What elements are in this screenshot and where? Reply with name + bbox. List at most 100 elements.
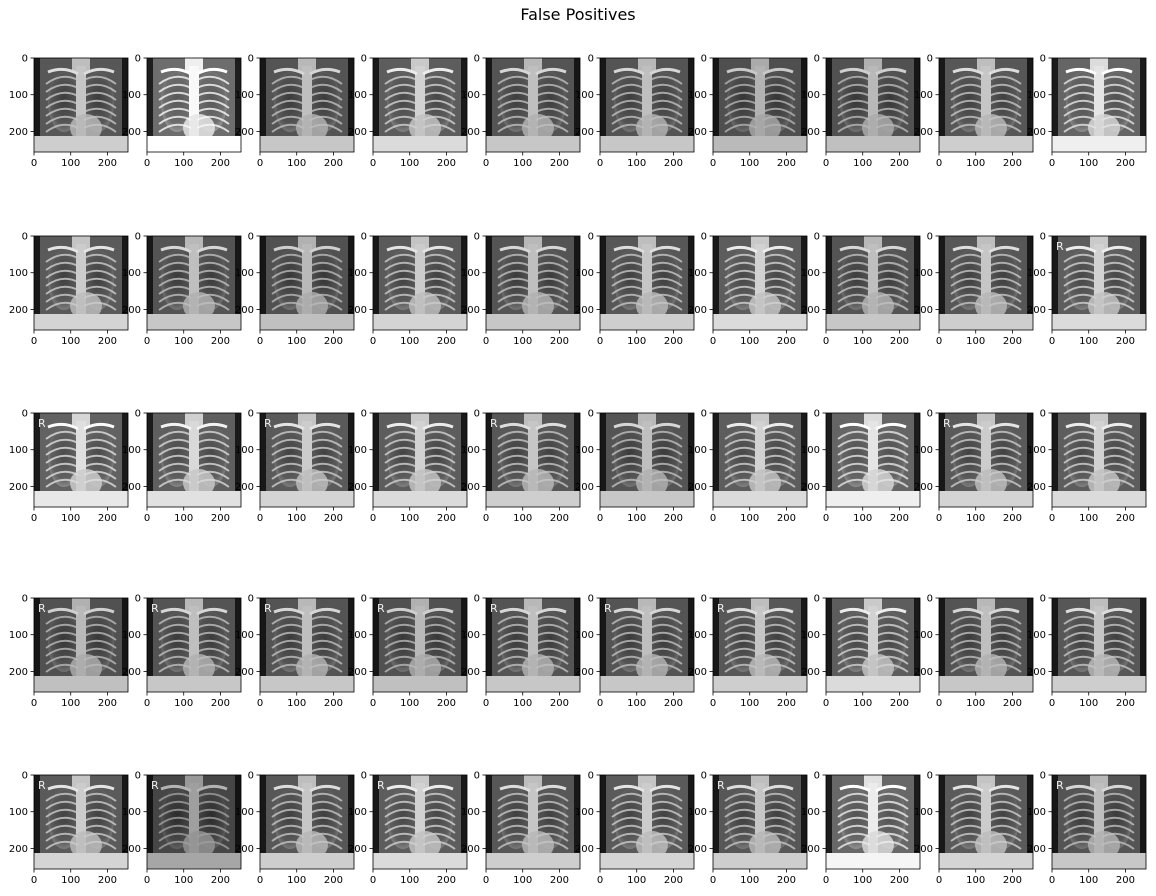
y-tick-label: 200 bbox=[575, 305, 594, 316]
y-tick-label: 0 bbox=[927, 232, 933, 243]
y-tick-label: 100 bbox=[348, 90, 367, 101]
axes-frame bbox=[259, 597, 355, 693]
x-tick-label: 0 bbox=[370, 158, 376, 169]
x-tick-label: 0 bbox=[936, 875, 942, 886]
y-tick-label: 0 bbox=[22, 232, 28, 243]
xray-image bbox=[713, 236, 807, 330]
x-tick-label: 200 bbox=[1003, 698, 1022, 709]
x-tick-label: 200 bbox=[550, 875, 569, 886]
x-tick-label: 0 bbox=[936, 513, 942, 524]
y-tick-label: 0 bbox=[588, 771, 594, 782]
x-tick-label: 0 bbox=[31, 158, 37, 169]
x-tick-label: 200 bbox=[777, 875, 796, 886]
x-tick-label: 200 bbox=[1003, 875, 1022, 886]
x-tick-label: 0 bbox=[144, 875, 150, 886]
x-tick-label: 0 bbox=[1049, 875, 1055, 886]
y-tick-label: 0 bbox=[814, 232, 820, 243]
x-tick-label: 200 bbox=[324, 698, 343, 709]
x-tick-label: 200 bbox=[437, 698, 456, 709]
axes-frame bbox=[599, 57, 695, 153]
xray-marker-label: R bbox=[490, 602, 498, 615]
x-tick-label: 200 bbox=[1116, 875, 1135, 886]
y-tick-label: 200 bbox=[9, 305, 28, 316]
x-tick-label: 200 bbox=[1116, 158, 1135, 169]
xray-image bbox=[826, 413, 920, 507]
x-tick-label: 0 bbox=[257, 158, 263, 169]
x-tick-label: 200 bbox=[777, 158, 796, 169]
x-tick-label: 200 bbox=[98, 698, 117, 709]
x-tick-label: 100 bbox=[174, 698, 193, 709]
xray-subplot: 0 100 200 0 100 200 bbox=[461, 232, 581, 347]
x-tick-label: 200 bbox=[1116, 336, 1135, 347]
axes-frame bbox=[259, 57, 355, 153]
y-tick-label: 200 bbox=[9, 844, 28, 855]
xray-subplot: 0 100 200 0 100 200 bbox=[801, 409, 921, 524]
x-tick-label: 0 bbox=[31, 698, 37, 709]
x-tick-label: 200 bbox=[437, 158, 456, 169]
x-tick-label: 100 bbox=[61, 336, 80, 347]
x-tick-label: 100 bbox=[853, 513, 872, 524]
axes-frame bbox=[712, 412, 808, 508]
x-tick-label: 200 bbox=[664, 698, 683, 709]
y-tick-label: 200 bbox=[801, 127, 820, 138]
axes-frame bbox=[712, 597, 808, 693]
x-tick-label: 0 bbox=[597, 158, 603, 169]
y-tick-label: 100 bbox=[461, 807, 480, 818]
y-tick-label: 0 bbox=[701, 232, 707, 243]
x-tick-label: 0 bbox=[370, 513, 376, 524]
y-tick-label: 200 bbox=[575, 482, 594, 493]
axes-frame bbox=[259, 412, 355, 508]
y-tick-label: 200 bbox=[688, 305, 707, 316]
xray-image bbox=[826, 236, 920, 330]
x-tick-label: 100 bbox=[287, 698, 306, 709]
x-tick-label: 200 bbox=[98, 513, 117, 524]
x-tick-label: 0 bbox=[144, 336, 150, 347]
y-tick-label: 200 bbox=[914, 482, 933, 493]
axes-frame bbox=[372, 57, 468, 153]
y-tick-label: 0 bbox=[588, 594, 594, 605]
y-tick-label: 100 bbox=[348, 445, 367, 456]
xray-marker-label: R bbox=[490, 417, 498, 430]
axes-frame bbox=[938, 235, 1034, 331]
x-tick-label: 100 bbox=[400, 698, 419, 709]
y-tick-label: 100 bbox=[9, 445, 28, 456]
y-tick-label: 0 bbox=[1040, 232, 1046, 243]
y-tick-label: 200 bbox=[235, 127, 254, 138]
axes-frame bbox=[259, 774, 355, 870]
xray-marker-label: R bbox=[264, 602, 272, 615]
x-tick-label: 0 bbox=[144, 698, 150, 709]
xray-image: R bbox=[147, 775, 241, 869]
xray-image bbox=[147, 58, 241, 152]
xray-subplot: 0 100 200 0 100 200 bbox=[235, 232, 355, 347]
x-tick-label: 100 bbox=[400, 875, 419, 886]
y-tick-label: 200 bbox=[235, 482, 254, 493]
y-tick-label: 200 bbox=[461, 844, 480, 855]
x-tick-label: 200 bbox=[98, 875, 117, 886]
y-tick-label: 100 bbox=[461, 445, 480, 456]
axes-frame bbox=[712, 774, 808, 870]
y-tick-label: 100 bbox=[9, 807, 28, 818]
x-tick-label: 100 bbox=[61, 513, 80, 524]
xray-subplot: 0 100 200 0 100 200 bbox=[122, 54, 242, 169]
y-tick-label: 100 bbox=[914, 807, 933, 818]
xray-marker-label: R bbox=[604, 602, 612, 615]
x-tick-label: 200 bbox=[211, 336, 230, 347]
x-tick-label: 0 bbox=[1049, 513, 1055, 524]
y-tick-label: 0 bbox=[701, 771, 707, 782]
x-tick-label: 0 bbox=[1049, 698, 1055, 709]
y-tick-label: 100 bbox=[1027, 445, 1046, 456]
y-tick-label: 0 bbox=[361, 771, 367, 782]
y-tick-label: 200 bbox=[348, 305, 367, 316]
x-tick-label: 100 bbox=[740, 698, 759, 709]
y-tick-label: 0 bbox=[701, 409, 707, 420]
xray-marker-label: R bbox=[264, 417, 272, 430]
y-tick-label: 200 bbox=[9, 482, 28, 493]
x-tick-label: 0 bbox=[936, 698, 942, 709]
axes-frame bbox=[938, 774, 1034, 870]
y-tick-label: 0 bbox=[361, 54, 367, 65]
xray-image bbox=[826, 58, 920, 152]
axes-frame bbox=[485, 57, 581, 153]
xray-marker-label: R bbox=[717, 602, 725, 615]
xray-image: R bbox=[713, 775, 807, 869]
